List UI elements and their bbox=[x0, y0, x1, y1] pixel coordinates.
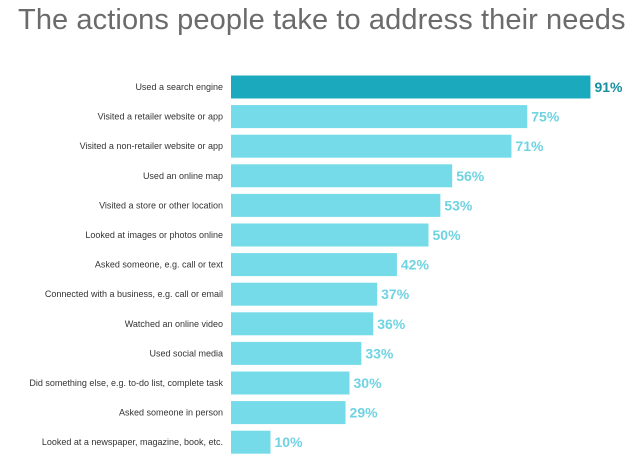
value-label: 56% bbox=[456, 168, 485, 184]
bar bbox=[231, 193, 441, 217]
category-label: Visited a retailer website or app bbox=[98, 112, 223, 122]
value-label: 10% bbox=[275, 434, 304, 450]
value-label: 30% bbox=[354, 375, 383, 391]
bars-layer: Used a search engine 91% Visited a retaile… bbox=[29, 75, 623, 454]
bar bbox=[231, 164, 453, 188]
category-label: Visited a store or other location bbox=[99, 200, 223, 210]
category-label: Looked at images or photos online bbox=[85, 230, 223, 240]
category-label: Looked at a newspaper, magazine, book, e… bbox=[42, 437, 223, 447]
chart-title: The actions people take to address their… bbox=[18, 4, 626, 36]
category-label: Asked someone in person bbox=[119, 408, 223, 418]
bar bbox=[231, 282, 378, 306]
bar bbox=[231, 75, 591, 99]
value-label: 75% bbox=[531, 109, 560, 125]
bar bbox=[231, 312, 374, 336]
value-label: 71% bbox=[515, 138, 544, 154]
value-label: 53% bbox=[444, 197, 473, 213]
value-label: 37% bbox=[381, 286, 410, 302]
category-label: Used a search engine bbox=[135, 82, 223, 92]
bar bbox=[231, 341, 362, 365]
bar bbox=[231, 401, 346, 425]
category-label: Used an online map bbox=[143, 171, 223, 181]
category-label: Connected with a business, e.g. call or … bbox=[45, 289, 223, 299]
value-label: 42% bbox=[401, 257, 430, 273]
category-label: Watched an online video bbox=[125, 319, 223, 329]
value-label: 91% bbox=[594, 79, 623, 95]
bar bbox=[231, 105, 528, 129]
category-label: Asked someone, e.g. call or text bbox=[95, 260, 224, 270]
value-label: 29% bbox=[350, 405, 379, 421]
bar bbox=[231, 253, 397, 277]
value-label: 36% bbox=[377, 316, 406, 332]
category-label: Did something else, e.g. to-do list, com… bbox=[29, 378, 223, 388]
value-label: 33% bbox=[365, 345, 394, 361]
bar bbox=[231, 134, 512, 158]
category-label: Used social media bbox=[149, 348, 223, 358]
bar bbox=[231, 430, 271, 454]
category-label: Visited a non-retailer website or app bbox=[80, 141, 223, 151]
bar bbox=[231, 223, 429, 247]
value-label: 50% bbox=[433, 227, 462, 243]
bar bbox=[231, 371, 350, 395]
